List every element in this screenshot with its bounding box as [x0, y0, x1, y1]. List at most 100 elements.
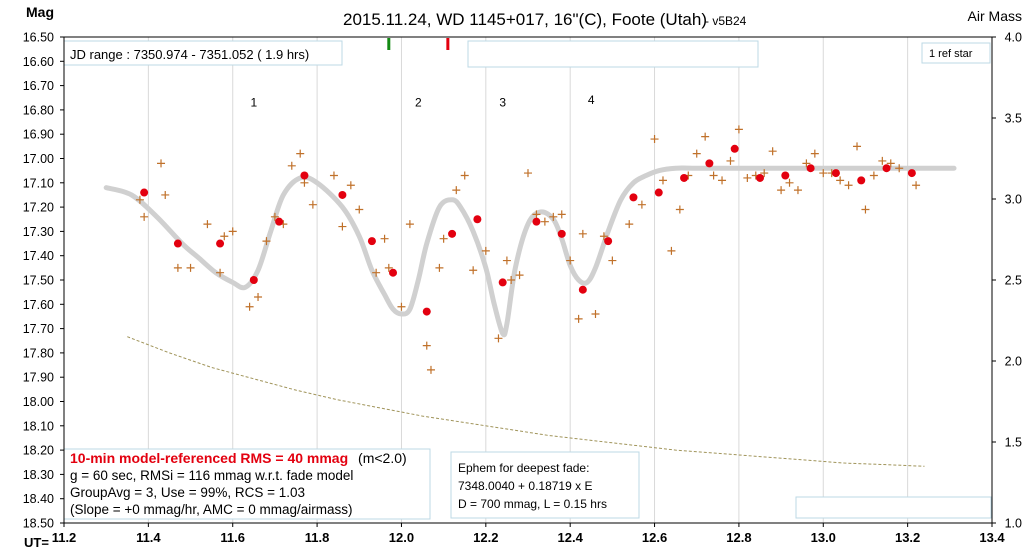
- raw-data-point: [397, 302, 406, 311]
- raw-data-point: [460, 171, 469, 180]
- fade-label: 2: [415, 96, 422, 110]
- y-tick-label: 16.70: [23, 79, 54, 93]
- group-average-point: [629, 193, 638, 202]
- y2-tick-label: 3.5: [1005, 112, 1022, 126]
- group-average-point: [422, 307, 431, 316]
- raw-data-point: [878, 156, 887, 165]
- raw-data-point: [844, 181, 853, 190]
- x-tick-label: 12.6: [642, 530, 667, 545]
- rms-line: 10-min model-referenced RMS = 40 mmag (m…: [70, 450, 407, 466]
- group-average-point: [680, 173, 689, 182]
- group-average-point: [857, 176, 866, 185]
- y-tick-label: 17.20: [23, 201, 54, 215]
- x-tick-label: 12.4: [558, 530, 584, 545]
- y-tick-label: 17.30: [23, 225, 54, 239]
- group-average-point: [781, 171, 790, 180]
- raw-data-point: [886, 159, 895, 168]
- x-tick-label: 12.0: [389, 530, 414, 545]
- ephem-box: [450, 451, 640, 519]
- ephem-title: Ephem for deepest fade:: [458, 461, 589, 475]
- y-tick-label: 18.40: [23, 492, 54, 506]
- y2-tick-label: 1.0: [1005, 517, 1022, 531]
- group-average-point: [367, 237, 376, 246]
- raw-data-point: [777, 186, 786, 195]
- raw-data-point: [726, 156, 735, 165]
- raw-data-point: [819, 169, 828, 178]
- raw-data-point: [262, 237, 271, 246]
- raw-data-point: [228, 227, 237, 236]
- group-average-point: [578, 285, 587, 294]
- raw-data-point: [667, 246, 676, 255]
- group-average-point: [173, 239, 182, 248]
- chart-subtitle: - v5B24: [705, 14, 747, 28]
- group-average-point: [338, 190, 347, 199]
- raw-data-point: [869, 171, 878, 180]
- stats-box: [63, 448, 431, 520]
- raw-data-point: [743, 173, 752, 182]
- raw-data-point: [502, 256, 511, 265]
- raw-data-point: [220, 232, 229, 241]
- raw-data-point: [591, 310, 600, 319]
- raw-data-point: [515, 271, 524, 280]
- series-layer: 1 2 3 4: [103, 38, 957, 467]
- raw-data-point: [524, 169, 532, 178]
- y-tick-label: 16.80: [23, 103, 54, 117]
- raw-data-point: [701, 132, 710, 141]
- fade-label: 3: [499, 96, 506, 110]
- group-average-point: [389, 268, 398, 277]
- y2-tick-label: 4.0: [1005, 31, 1022, 45]
- raw-data-point: [675, 205, 684, 214]
- y-tick-label: 17.70: [23, 322, 54, 336]
- x-tick-label: 13.4: [979, 530, 1005, 545]
- raw-data-point: [452, 186, 461, 195]
- y-tick-label: 17.40: [23, 249, 54, 263]
- x-tick-label: 12.2: [473, 530, 498, 545]
- group-average-point: [730, 144, 739, 153]
- raw-data-point: [836, 176, 845, 185]
- group-average-point: [806, 164, 815, 173]
- group-average-point: [473, 215, 482, 224]
- x-tick-label: 11.4: [136, 530, 161, 545]
- raw-data-point: [810, 149, 819, 158]
- raw-data-point: [718, 176, 727, 185]
- stats-line-4: (Slope = +0 mmag/hr, AMC = 0 mmag/airmas…: [70, 502, 352, 517]
- chart-title: 2015.11.24, WD 1145+017, 16"(C), Foote (…: [343, 10, 707, 29]
- raw-data-point: [384, 263, 393, 272]
- raw-data-point: [507, 276, 516, 284]
- stats-line-2: g = 60 sec, RMSi = 116 mmag w.r.t. fade …: [70, 468, 353, 483]
- group-average-point: [275, 217, 284, 226]
- raw-data-point: [608, 256, 617, 265]
- ephem-line-2: D = 700 mmag, L = 0.15 hrs: [458, 497, 607, 511]
- x-tick-label: 13.0: [811, 530, 836, 545]
- raw-data-point: [372, 268, 381, 277]
- group-average-point: [705, 159, 714, 168]
- raw-data-point: [578, 229, 587, 238]
- x-axis-label: UT=: [24, 535, 49, 550]
- raw-data-point: [203, 220, 212, 229]
- y-tick-label: 18.10: [23, 419, 54, 433]
- raw-data-point: [329, 171, 338, 180]
- fade-model-curve: [103, 165, 957, 338]
- y-tick-label: 17.80: [23, 346, 54, 360]
- raw-data-point: [625, 220, 634, 229]
- group-average-point: [882, 164, 891, 173]
- ephem-line-1: 7348.0040 + 0.18719 x E: [458, 479, 592, 493]
- group-average-point: [654, 188, 663, 197]
- raw-data-point: [785, 178, 794, 187]
- raw-data-point: [557, 210, 566, 219]
- group-average-point: [756, 173, 764, 182]
- x-tick-label: 11.2: [52, 530, 77, 545]
- y-tick-label: 17.60: [23, 298, 54, 312]
- group-average-point: [140, 188, 149, 197]
- group-average-point: [216, 239, 225, 248]
- y2-tick-label: 1.5: [1005, 436, 1022, 450]
- y-tick-label: 16.90: [23, 128, 54, 142]
- y-tick-label: 17.50: [23, 274, 54, 288]
- raw-data-point: [254, 293, 263, 302]
- group-average-point: [300, 171, 309, 180]
- y-tick-label: 18.50: [23, 517, 54, 531]
- group-average-point: [498, 278, 507, 287]
- group-average-point: [907, 169, 916, 178]
- raw-data-point: [481, 246, 490, 255]
